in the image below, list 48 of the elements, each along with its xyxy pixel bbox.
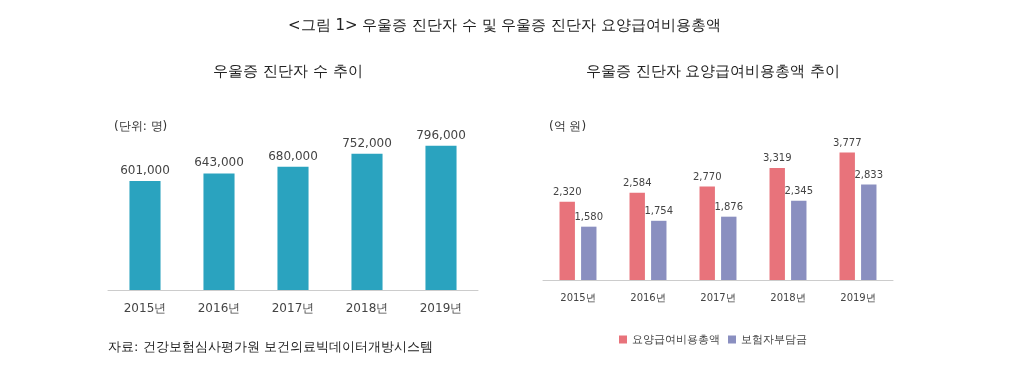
- bar: [129, 181, 161, 290]
- bar: [861, 184, 877, 280]
- legend-label: 요양급여비용총액: [632, 333, 720, 346]
- data-label: 796,000: [416, 127, 466, 142]
- x-tick-label: 2017년: [700, 291, 736, 303]
- text: (억 원): [549, 119, 587, 133]
- data-label: 601,000: [120, 163, 170, 178]
- bar: [629, 192, 645, 280]
- x-tick-label: 2018년: [345, 301, 389, 315]
- data-label: 1,876: [714, 201, 744, 213]
- bar: [791, 200, 807, 280]
- bar: [839, 152, 855, 280]
- x-tick-label: 2015년: [560, 291, 596, 303]
- text: 자료: 건강보험심사평가원 보건의료빅데이터개방시스템: [108, 338, 433, 356]
- data-label: 2,320: [552, 186, 582, 198]
- x-tick-label: 2017년: [271, 301, 315, 315]
- x-tick-label: 2016년: [197, 301, 241, 315]
- data-label: 2,770: [692, 171, 722, 183]
- data-label: 2,833: [854, 168, 884, 180]
- data-label: 3,319: [762, 152, 792, 164]
- x-tick-label: 2018년: [770, 291, 806, 303]
- chart-subtitle: 우울증 진단자 요양급여비용총액 추이: [585, 61, 841, 80]
- data-label: 2,345: [784, 185, 814, 197]
- data-label: 643,000: [194, 155, 244, 170]
- data-label: 2,584: [622, 177, 652, 189]
- bar: [425, 145, 457, 290]
- chart-subtitle: 우울증 진단자 수 추이: [213, 61, 363, 80]
- x-tick-label: 2015년: [123, 301, 167, 315]
- bar: [559, 201, 575, 280]
- data-label: 752,000: [342, 135, 392, 150]
- text: (단위: 명): [114, 119, 168, 133]
- data-label: 3,777: [832, 137, 862, 149]
- legend-label: 보험자부담금: [741, 333, 807, 346]
- data-label: 680,000: [268, 148, 318, 163]
- bar: [769, 167, 785, 280]
- data-label: 1,580: [574, 211, 604, 223]
- bar: [277, 166, 309, 290]
- bar: [699, 186, 715, 280]
- chart-title: <그림 1> 우울증 진단자 수 및 우울증 진단자 요양급여비용총액: [287, 16, 722, 35]
- x-tick-label: 2019년: [419, 301, 463, 315]
- bar: [351, 153, 383, 290]
- bar: [203, 173, 235, 290]
- bar: [581, 226, 597, 280]
- data-label: 1,754: [644, 205, 674, 217]
- bar: [721, 216, 737, 280]
- x-tick-label: 2016년: [630, 291, 666, 303]
- bar: [651, 220, 667, 280]
- x-tick-label: 2019년: [840, 291, 876, 303]
